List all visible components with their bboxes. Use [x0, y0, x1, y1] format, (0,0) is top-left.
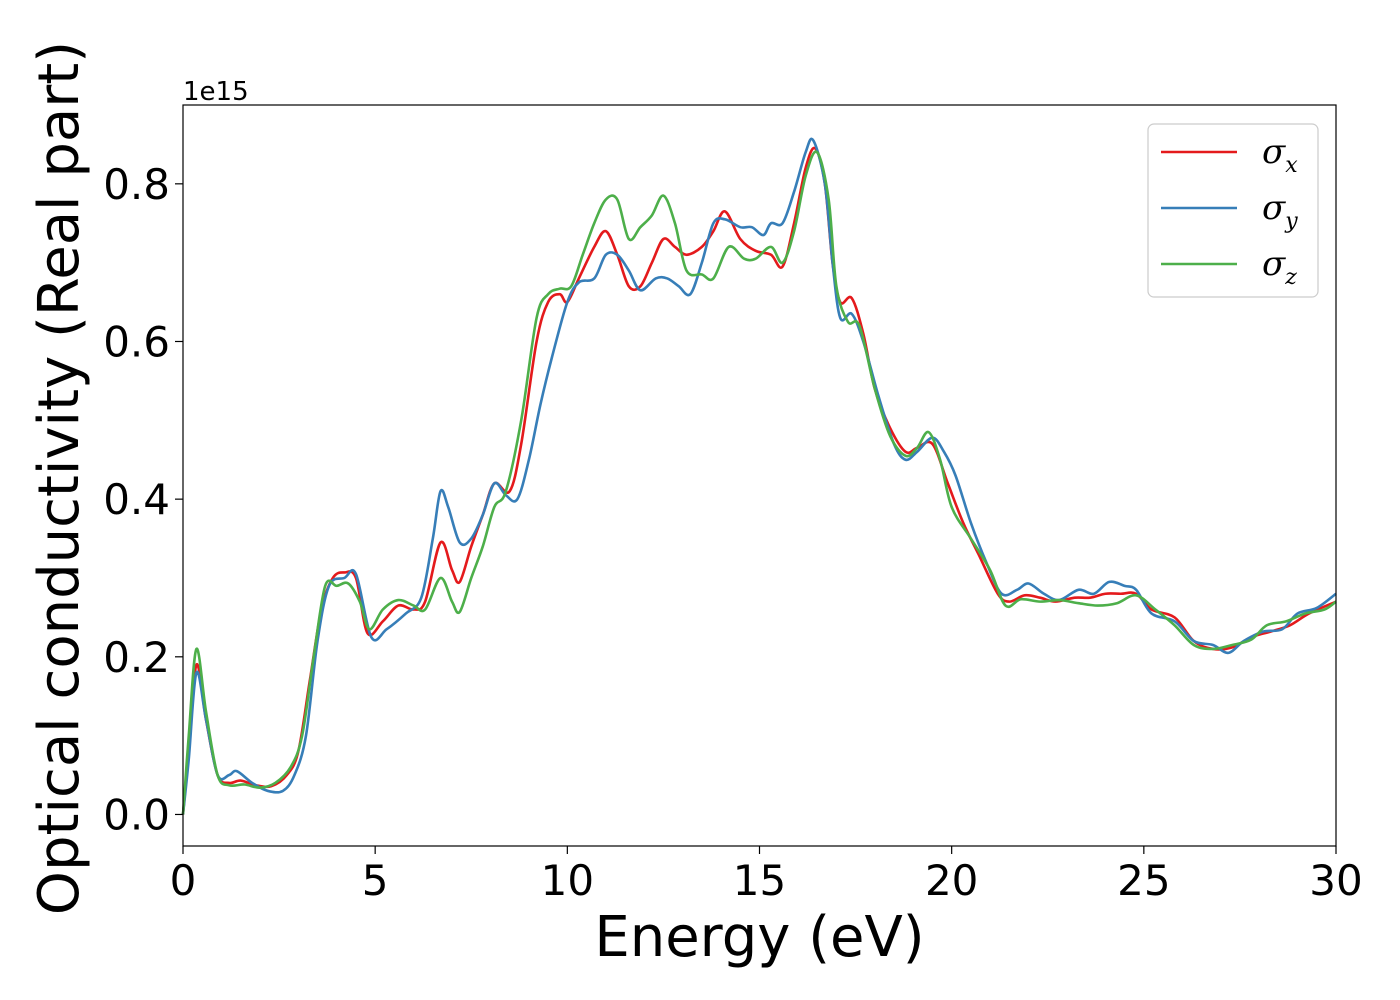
- y-axis-title: Optical conductivity (Real part): [27, 41, 92, 915]
- y-tick-label: 0.0: [103, 790, 170, 839]
- x-tick-label: 30: [1309, 856, 1362, 905]
- x-axis: 0 5 10 15 20 25 30: [170, 846, 1363, 905]
- x-tick-label: 20: [925, 856, 978, 905]
- series-line-sigma-x: [181, 146, 1337, 815]
- y-tick-label: 0.2: [103, 633, 170, 682]
- x-tick-label: 10: [541, 856, 594, 905]
- y-tick-label: 0.6: [103, 317, 170, 366]
- y-offset-label: 1e15: [183, 77, 249, 107]
- y-tick-label: 0.8: [103, 160, 170, 209]
- y-tick-label: 0.4: [103, 475, 170, 524]
- x-tick-label: 15: [733, 856, 786, 905]
- x-tick-label: 0: [170, 856, 197, 905]
- series-line-sigma-y: [181, 137, 1337, 815]
- series-line-sigma-z: [181, 150, 1337, 815]
- y-axis: 0.0 0.2 0.4 0.6 0.8: [103, 160, 183, 839]
- x-tick-label: 25: [1117, 856, 1170, 905]
- x-tick-label: 5: [362, 856, 389, 905]
- x-axis-title: Energy (eV): [594, 905, 924, 970]
- series-layer: [181, 137, 1337, 815]
- legend-label-sigma-x: σx: [1262, 132, 1298, 178]
- legend-box: [1147, 123, 1319, 298]
